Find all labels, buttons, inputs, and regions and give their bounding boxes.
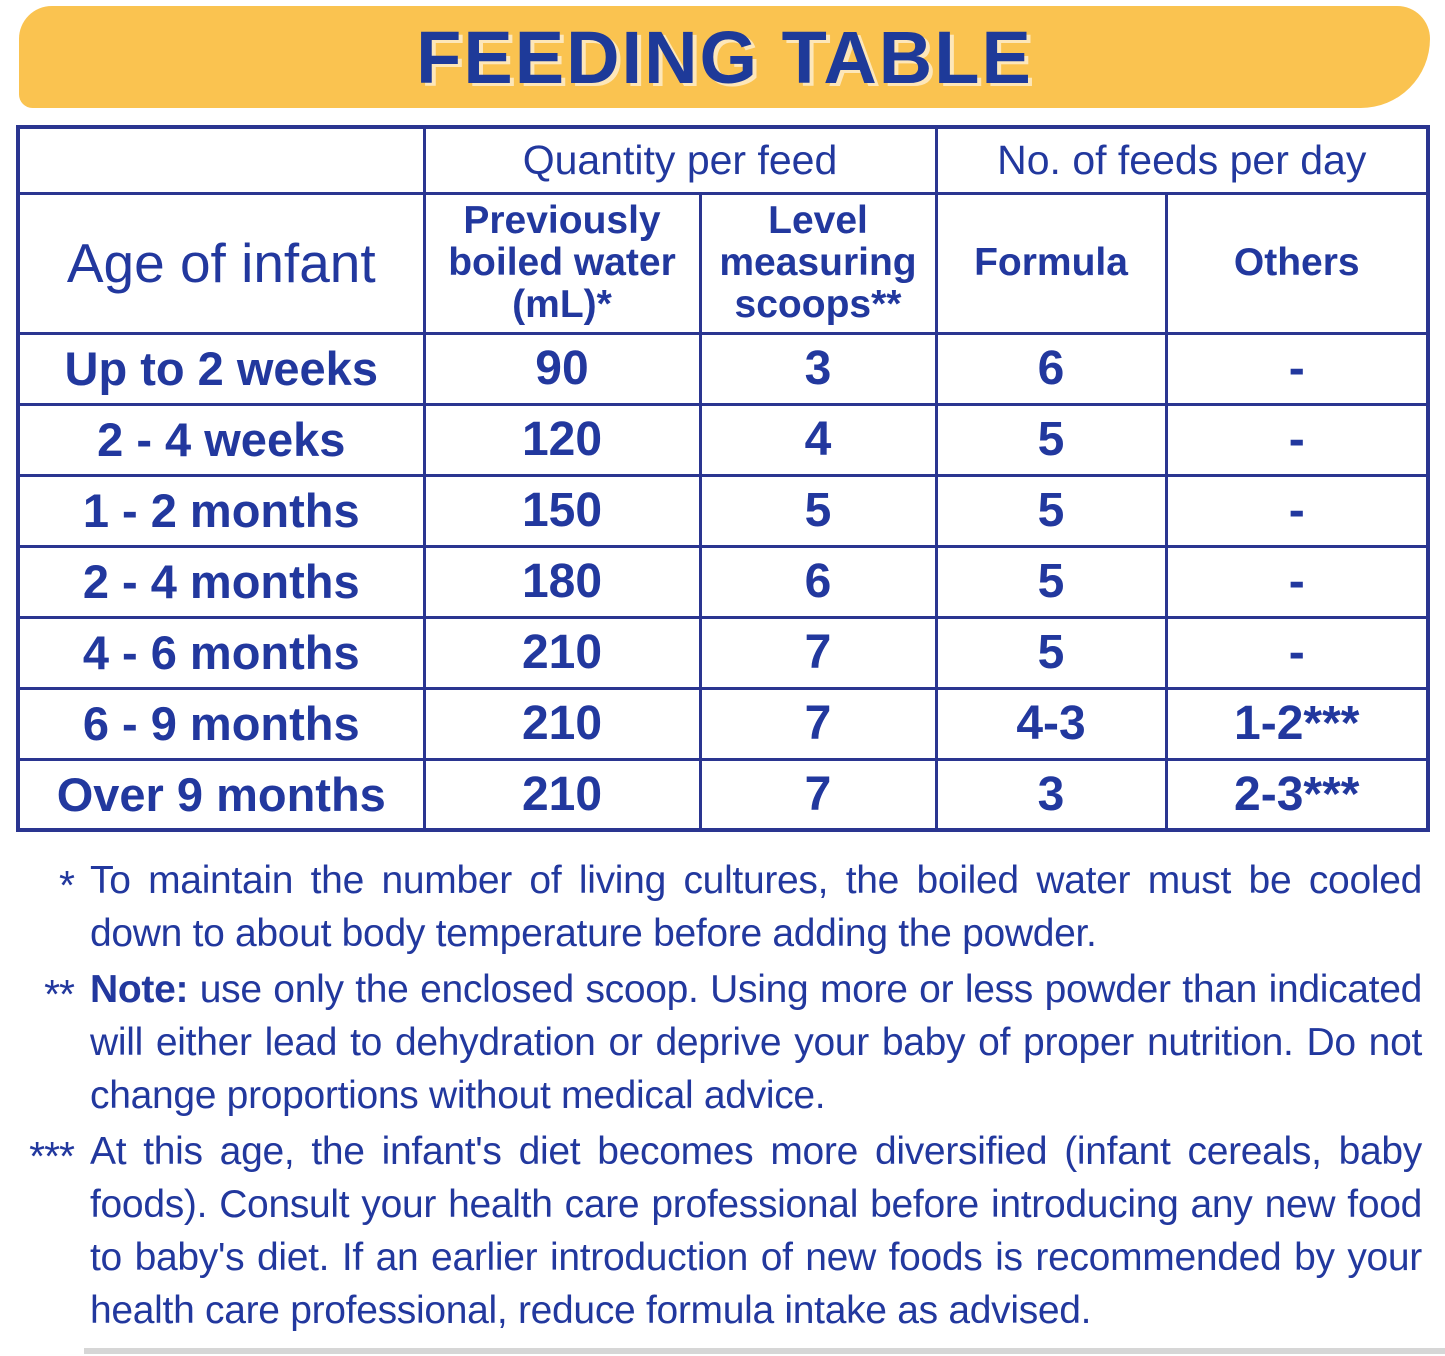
row-6-formula: 3 [934,757,1168,832]
row-6-others: 2-3*** [1164,757,1430,832]
table-row: 4 - 6 months 210 7 5 - [16,615,1430,690]
row-4-formula: 5 [934,615,1168,690]
row-6-water: 210 [422,757,702,832]
empty-corner-cell [16,125,426,195]
row-6-scoops: 7 [698,757,938,832]
footnote-1-body: To maintain the number of living culture… [90,859,1422,955]
row-6-age: Over 9 months [16,757,426,832]
scoops-header-line2: measuring [719,240,917,284]
footnotes-section: * To maintain the number of living cultu… [0,854,1432,1340]
row-2-scoops: 5 [698,473,938,548]
row-1-age: 2 - 4 weeks [16,402,426,477]
title-banner: FEEDING TABLE [19,6,1430,108]
column-header-formula: Formula [934,191,1168,335]
row-4-scoops: 7 [698,615,938,690]
row-0-scoops: 3 [698,331,938,406]
row-2-water: 150 [422,473,702,548]
row-3-water: 180 [422,544,702,619]
row-4-age: 4 - 6 months [16,615,426,690]
water-header-line1: Previously [463,198,661,242]
row-0-others: - [1164,331,1430,406]
row-3-age: 2 - 4 months [16,544,426,619]
footnote-scoop: ** Note: use only the enclosed scoop. Us… [0,963,1432,1122]
row-5-scoops: 7 [698,686,938,761]
feeding-table: Quantity per feed No. of feeds per day A… [16,125,1431,832]
footnote-text-1: To maintain the number of living culture… [90,854,1432,960]
label-bottom-edge [84,1348,1445,1354]
footnote-marker-1: * [59,862,75,908]
footnote-marker-3: *** [29,1133,75,1179]
row-4-others: - [1164,615,1430,690]
row-0-water: 90 [422,331,702,406]
footnote-water: * To maintain the number of living cultu… [0,854,1432,960]
row-5-formula: 4-3 [934,686,1168,761]
table-row: 2 - 4 months 180 6 5 - [16,544,1430,619]
row-1-scoops: 4 [698,402,938,477]
row-4-water: 210 [422,615,702,690]
column-header-scoops: Level measuring scoops** [698,191,938,335]
row-2-age: 1 - 2 months [16,473,426,548]
footnote-3-body: At this age, the infant's diet becomes m… [90,1130,1422,1332]
row-0-age: Up to 2 weeks [16,331,426,406]
water-header-line3: (mL)* [512,283,612,327]
table-row: Over 9 months 210 7 3 2-3*** [16,757,1430,832]
water-header-line2: boiled water [448,240,676,284]
row-1-others: - [1164,402,1430,477]
table-row: 6 - 9 months 210 7 4-3 1-2*** [16,686,1430,761]
footnote-2-bold-lead: Note: [90,968,189,1011]
footnote-text-3: At this age, the infant's diet becomes m… [90,1125,1432,1337]
footnote-2-body: use only the enclosed scoop. Using more … [90,968,1422,1117]
footnote-diet: *** At this age, the infant's diet becom… [0,1125,1432,1337]
column-header-water: Previously boiled water (mL)* [422,191,702,335]
table-row: 2 - 4 weeks 120 4 5 - [16,402,1430,477]
row-1-water: 120 [422,402,702,477]
row-1-formula: 5 [934,402,1168,477]
group-header-row: Quantity per feed No. of feeds per day [16,125,1430,195]
row-5-others: 1-2*** [1164,686,1430,761]
footnote-marker-2: ** [44,971,75,1017]
group-header-quantity: Quantity per feed [422,125,938,195]
row-2-formula: 5 [934,473,1168,548]
row-5-age: 6 - 9 months [16,686,426,761]
row-3-others: - [1164,544,1430,619]
row-0-formula: 6 [934,331,1168,406]
page-title: FEEDING TABLE [416,15,1033,99]
table-row: 1 - 2 months 150 5 5 - [16,473,1430,548]
scoops-header-line3: scoops** [734,283,902,327]
row-3-scoops: 6 [698,544,938,619]
column-header-row: Age of infant Previously boiled water (m… [16,191,1430,335]
row-3-formula: 5 [934,544,1168,619]
group-header-feeds: No. of feeds per day [934,125,1430,195]
column-header-age: Age of infant [16,191,426,335]
scoops-header-line1: Level [768,198,868,242]
column-header-others: Others [1164,191,1430,335]
row-5-water: 210 [422,686,702,761]
row-2-others: - [1164,473,1430,548]
footnote-text-2: Note: use only the enclosed scoop. Using… [90,963,1432,1122]
table-row: Up to 2 weeks 90 3 6 - [16,331,1430,406]
